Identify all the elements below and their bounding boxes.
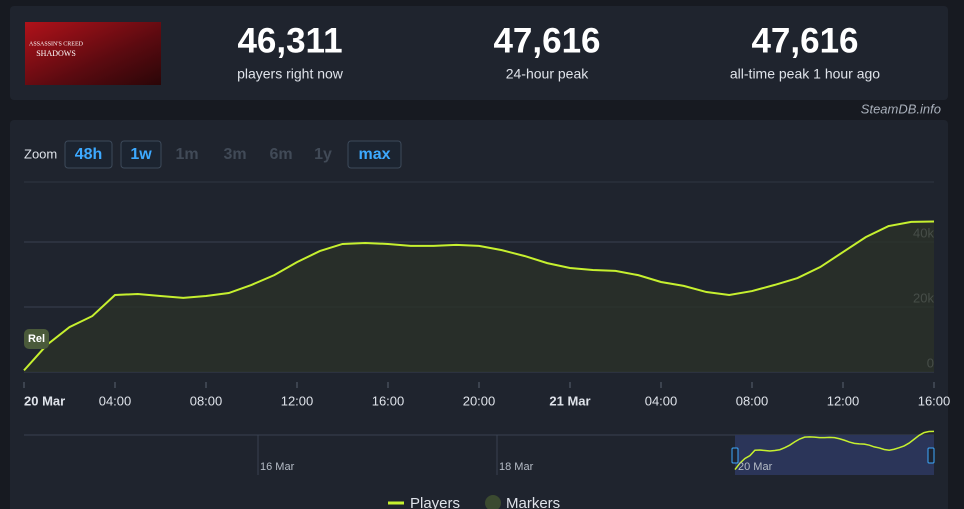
stat-value: 46,311 (237, 21, 342, 60)
zoom-option[interactable]: max (358, 146, 390, 163)
x-tick-label: 12:00 (281, 393, 314, 408)
source[interactable]: SteamDB.info (861, 101, 941, 116)
zoom-option: 1y (314, 146, 332, 163)
navigator-handle[interactable] (927, 447, 935, 464)
area (24, 221, 934, 372)
zoom-option[interactable]: 48h (75, 146, 103, 163)
x-tick-label: 20:00 (463, 393, 496, 408)
legend-swatch (485, 495, 501, 509)
x-tick-label: 20 Mar (24, 393, 65, 408)
stat-label: all-time peak 1 hour ago (730, 66, 880, 82)
navigator-handle[interactable] (731, 447, 739, 464)
x-tick-label: 21 Mar (549, 393, 590, 408)
zoom-button[interactable] (347, 140, 402, 169)
zoom-option: 1m (175, 146, 198, 163)
game-cover (25, 22, 161, 85)
x-tick-label: 12:00 (827, 393, 860, 408)
cover-text: ASSASSIN'S CREED (29, 41, 84, 47)
legend-label[interactable]: Markers (506, 495, 560, 509)
zoom-button[interactable] (120, 140, 162, 169)
navigator-label: 20 Mar (738, 461, 773, 473)
x-tick-label: 08:00 (190, 393, 223, 408)
zoom-button[interactable] (64, 140, 113, 169)
navigator-window[interactable] (735, 435, 934, 475)
stat-label: players right now (237, 66, 344, 82)
x-tick-label: 16:00 (918, 393, 951, 408)
marker-label: Rel (28, 333, 45, 345)
navigator-label: 16 Mar (260, 461, 295, 473)
stats-panel (10, 6, 948, 100)
legend-label[interactable]: Players (410, 495, 460, 509)
x-tick-label: 04:00 (99, 393, 132, 408)
navigator-line (734, 430, 935, 471)
zoom-option[interactable]: 1w (130, 146, 152, 163)
x-tick-label: 04:00 (645, 393, 678, 408)
zoom-label: Zoom (24, 146, 57, 161)
cover-text: SHADOWS (36, 49, 76, 58)
x-tick-label: 16:00 (372, 393, 405, 408)
x-tick-label: 08:00 (736, 393, 769, 408)
marker[interactable] (24, 329, 49, 349)
stat-value: 47,616 (751, 21, 858, 60)
stat-value: 47,616 (493, 21, 600, 60)
stat-label: 24-hour peak (506, 66, 590, 82)
series-line (23, 220, 935, 372)
navigator-label: 18 Mar (499, 461, 534, 473)
zoom-option: 6m (269, 146, 292, 163)
zoom-option: 3m (223, 146, 246, 163)
